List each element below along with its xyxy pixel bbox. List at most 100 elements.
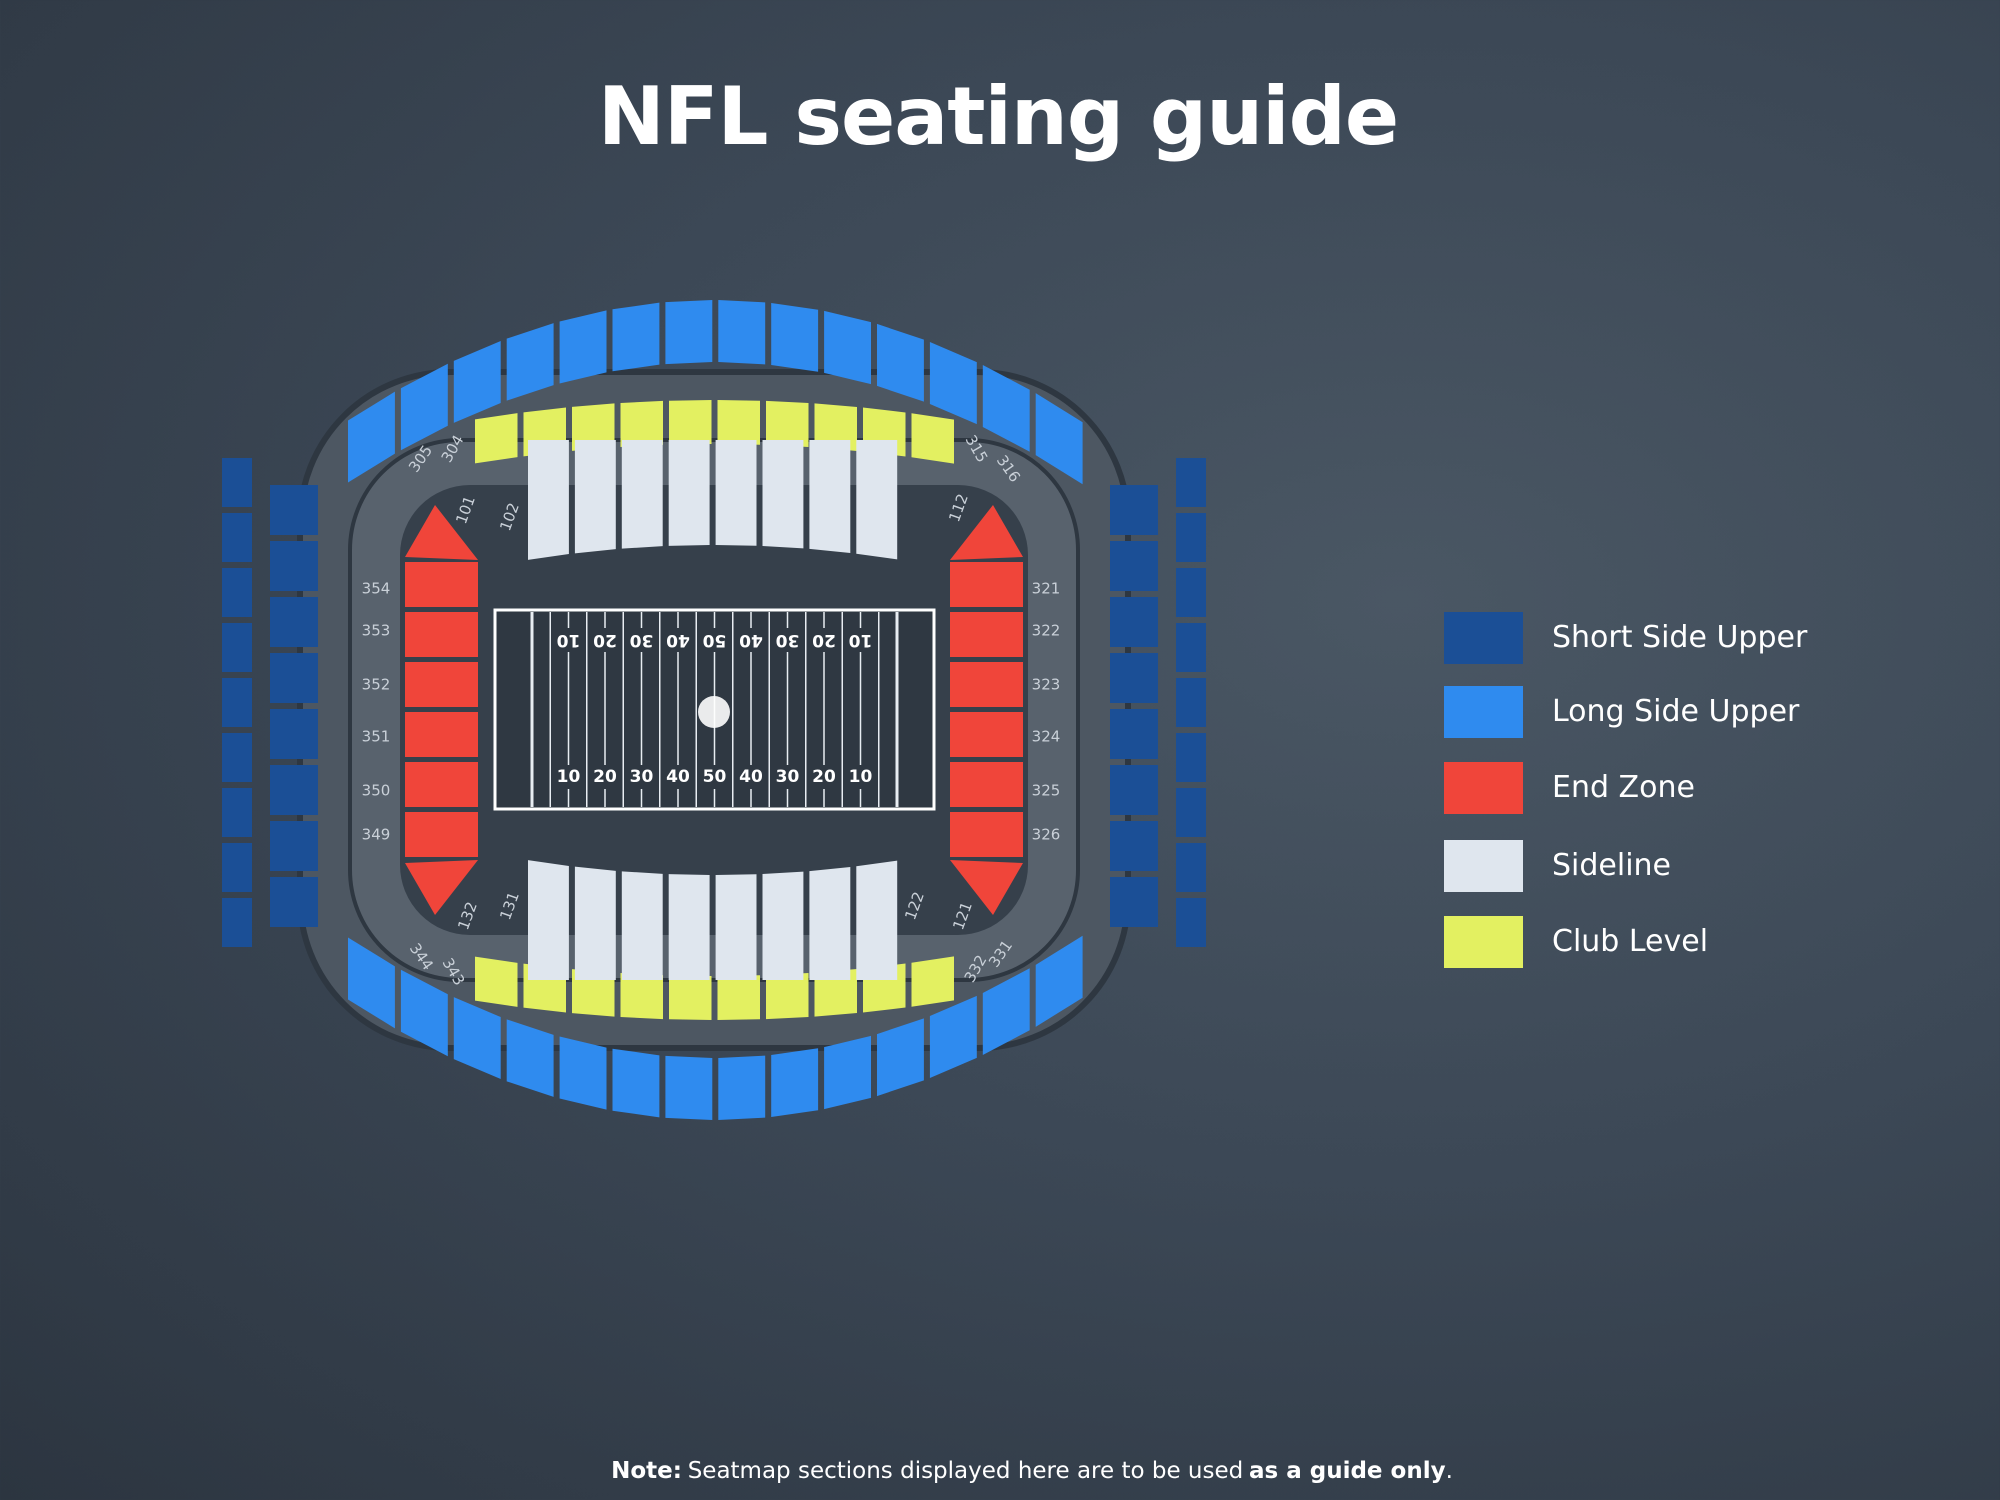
section-label: 323 [1032,676,1061,694]
club-level-section [620,973,663,1020]
short-side-upper-section [1176,843,1206,892]
legend-swatch [1444,762,1523,814]
long-side-upper-section [929,341,977,425]
yard-number: 20 [812,767,836,787]
short-side-upper-section [222,898,252,947]
sideline-section [668,874,710,980]
section-label: 326 [1032,826,1061,844]
long-side-upper-section [929,995,977,1079]
long-side-upper-section [400,363,448,451]
short-side-upper-section [270,709,318,759]
sideline-section [574,866,616,980]
note-text: Seatmap sections displayed here are to b… [687,1458,1244,1484]
yard-number-bg [738,628,764,652]
sideline-section [762,871,804,980]
yard-number-bg [665,628,691,652]
end-zone-section [950,662,1023,707]
short-side-upper-section [1176,568,1206,617]
short-side-upper-section [270,877,318,927]
short-side-upper-section [1110,597,1158,647]
long-side-upper-section [665,300,713,365]
club-level-section [669,975,712,1020]
sideline-section [668,440,710,546]
section-label: 353 [362,622,391,640]
yard-number-bg [701,765,728,789]
legend-item: Long Side Upper [1444,686,1964,738]
club-level-section [766,972,809,1020]
yard-number: 20 [812,630,836,650]
section-label: 321 [1032,580,1061,598]
long-side-upper-section [348,937,395,1029]
short-side-upper-section [1176,458,1206,507]
club-level-section [572,403,615,451]
yard-number-bg [738,765,764,789]
long-side-upper-section [982,968,1030,1055]
section-label: 324 [1032,728,1061,746]
long-side-upper-section [400,969,448,1057]
yard-number: 40 [666,630,690,650]
legend-label: End Zone [1552,770,1695,805]
yard-number-bg [628,628,655,652]
long-side-upper-section [348,391,395,483]
long-side-upper-section [982,365,1030,452]
long-side-upper-section [824,310,871,385]
long-side-upper-section [1035,935,1083,1027]
section-label: 322 [1032,622,1061,640]
end-zone-section [405,712,478,757]
note-end: . [1445,1458,1453,1484]
short-side-upper-section [1110,877,1158,927]
sideline-section [856,440,898,560]
long-side-upper-section [824,1035,871,1110]
long-side-upper-section [612,302,660,372]
yard-number: 40 [739,630,763,650]
short-side-upper-section [1176,788,1206,837]
long-side-upper-section [771,302,819,372]
end-zone-section [405,562,478,607]
yard-number-bg [628,765,655,789]
yard-number-bg [847,765,874,789]
yard-number: 30 [776,767,800,787]
short-side-upper-section [1110,485,1158,535]
end-zone-section [950,612,1023,657]
short-side-upper-section [270,821,318,871]
sideline-section [715,440,757,546]
section-label: 351 [362,728,391,746]
long-side-upper-section [506,323,554,401]
legend-swatch [1444,916,1523,968]
end-zone-section [950,562,1023,607]
long-side-upper-section [453,340,501,423]
short-side-upper-section [1110,709,1158,759]
section-label: 354 [362,580,391,598]
legend-item: Club Level [1444,916,1964,968]
yard-number: 10 [557,767,581,787]
end-zone-section [950,762,1023,807]
short-side-upper-section [270,597,318,647]
end-zone-section [405,762,478,807]
long-side-upper-section [718,300,766,365]
short-side-upper-section [222,843,252,892]
short-side-upper-section [1176,678,1206,727]
short-side-upper-section [1176,898,1206,947]
end-zone-section [405,860,478,915]
section-label: 350 [362,782,391,800]
legend-item: Sideline [1444,840,1964,892]
yard-number: 50 [703,630,727,650]
yard-number-bg [701,628,728,652]
sideline-section [621,440,663,549]
note: Note: Seatmap sections displayed here are… [0,1458,2000,1484]
end-zone-section [405,662,478,707]
yard-number: 30 [630,630,654,650]
club-level-section [620,400,663,447]
long-side-upper-section [718,1055,766,1120]
short-side-upper-section [1110,653,1158,703]
long-side-upper-section [771,1048,819,1118]
club-level-section [717,975,760,1020]
sideline-section [715,874,757,980]
long-side-upper-section [665,1055,713,1120]
club-level-section [572,969,615,1017]
short-side-upper-section [222,513,252,562]
legend-swatch [1444,686,1523,738]
yard-number: 40 [666,767,690,787]
yard-number: 30 [776,630,800,650]
short-side-upper-section [222,568,252,617]
